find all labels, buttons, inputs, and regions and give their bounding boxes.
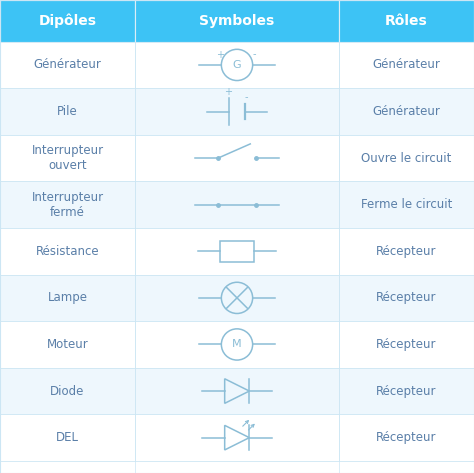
- Text: Interrupteur
fermé: Interrupteur fermé: [31, 191, 104, 219]
- Text: Générateur: Générateur: [373, 59, 440, 71]
- Text: Interrupteur
ouvert: Interrupteur ouvert: [31, 144, 104, 172]
- Bar: [135, 42, 339, 88]
- Text: Générateur: Générateur: [373, 105, 440, 118]
- Bar: [135, 414, 339, 461]
- Bar: [135, 182, 339, 228]
- Bar: [0, 274, 135, 321]
- Bar: [135, 368, 339, 414]
- Text: DEL: DEL: [56, 431, 79, 444]
- Bar: [0, 182, 135, 228]
- Text: Ferme le circuit: Ferme le circuit: [361, 198, 452, 211]
- Text: Pile: Pile: [57, 105, 78, 118]
- Bar: [339, 321, 474, 368]
- Bar: [0, 368, 135, 414]
- Bar: [220, 241, 254, 262]
- Bar: [339, 274, 474, 321]
- Text: Moteur: Moteur: [46, 338, 89, 351]
- Bar: [135, 0, 339, 42]
- Bar: [339, 0, 474, 42]
- Bar: [339, 135, 474, 182]
- Bar: [0, 88, 135, 135]
- Bar: [0, 414, 135, 461]
- Text: -: -: [245, 92, 248, 102]
- Bar: [0, 228, 135, 274]
- Bar: [339, 182, 474, 228]
- Text: Symboles: Symboles: [200, 14, 274, 28]
- Bar: [0, 321, 135, 368]
- Bar: [339, 368, 474, 414]
- Text: Récepteur: Récepteur: [376, 245, 437, 258]
- Bar: [339, 42, 474, 88]
- Text: +: +: [225, 87, 232, 96]
- Text: M: M: [232, 340, 242, 350]
- Text: G: G: [233, 60, 241, 70]
- Text: Récepteur: Récepteur: [376, 338, 437, 351]
- Text: Récepteur: Récepteur: [376, 385, 437, 397]
- Text: Récepteur: Récepteur: [376, 431, 437, 444]
- Text: Récepteur: Récepteur: [376, 291, 437, 304]
- Bar: [135, 321, 339, 368]
- Bar: [135, 274, 339, 321]
- Text: Rôles: Rôles: [385, 14, 428, 28]
- Bar: [339, 414, 474, 461]
- Text: +: +: [216, 50, 224, 60]
- Bar: [135, 228, 339, 274]
- Text: Ouvre le circuit: Ouvre le circuit: [361, 152, 452, 165]
- Bar: [135, 135, 339, 182]
- Text: Dipôles: Dipôles: [38, 14, 97, 28]
- Bar: [339, 228, 474, 274]
- Bar: [0, 135, 135, 182]
- Bar: [0, 42, 135, 88]
- Bar: [339, 88, 474, 135]
- Text: Générateur: Générateur: [34, 59, 101, 71]
- Text: Résistance: Résistance: [36, 245, 100, 258]
- Text: Lampe: Lampe: [47, 291, 88, 304]
- Bar: [0, 0, 135, 42]
- Text: Diode: Diode: [50, 385, 85, 397]
- Bar: [135, 88, 339, 135]
- Text: -: -: [252, 50, 256, 60]
